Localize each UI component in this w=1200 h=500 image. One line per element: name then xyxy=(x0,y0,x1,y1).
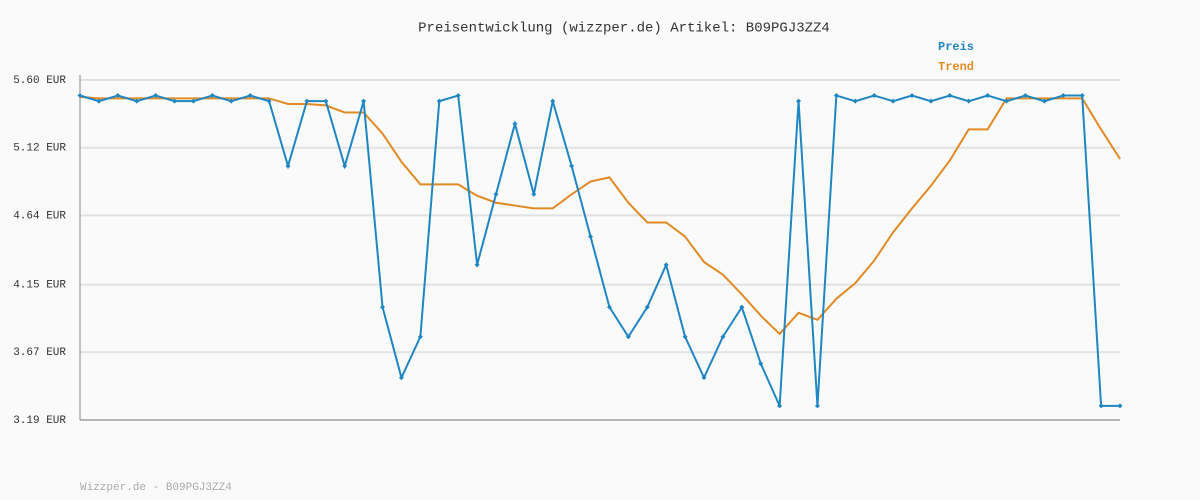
y-tick-label: 4.15 EUR xyxy=(13,279,66,291)
point xyxy=(209,93,215,99)
point xyxy=(909,93,915,99)
point xyxy=(569,163,575,169)
point xyxy=(890,98,896,104)
point xyxy=(588,234,594,240)
point xyxy=(1060,93,1066,99)
point xyxy=(342,163,348,169)
point xyxy=(474,262,480,268)
point xyxy=(871,93,877,99)
point xyxy=(361,98,367,104)
point xyxy=(398,375,404,381)
point xyxy=(1041,98,1047,104)
legend-label: Trend xyxy=(938,60,974,74)
point xyxy=(606,304,612,310)
footer: Wizzper.de - B09PGJ3ZZ4 xyxy=(80,482,232,494)
point xyxy=(1117,403,1123,409)
point xyxy=(1079,93,1085,99)
point xyxy=(134,98,140,104)
chart-title: Preisentwicklung (wizzper.de) Artikel: B… xyxy=(418,21,830,37)
point xyxy=(985,93,991,99)
point xyxy=(417,334,423,340)
point xyxy=(304,98,310,104)
point xyxy=(1098,403,1104,409)
point xyxy=(625,334,631,340)
point xyxy=(758,361,764,367)
point xyxy=(285,163,291,169)
point xyxy=(833,93,839,99)
point xyxy=(928,98,934,104)
point xyxy=(77,93,83,99)
point xyxy=(739,304,745,310)
point xyxy=(436,98,442,104)
y-tick-label: 5.60 EUR xyxy=(13,75,66,87)
y-tick-label: 5.12 EUR xyxy=(13,143,66,155)
point xyxy=(550,98,556,104)
point xyxy=(172,98,178,104)
point xyxy=(777,403,783,409)
point xyxy=(115,93,121,99)
point xyxy=(493,191,499,197)
point xyxy=(228,98,234,104)
series-line xyxy=(79,95,1121,336)
point xyxy=(947,93,953,99)
point xyxy=(814,403,820,409)
point xyxy=(153,93,159,99)
point xyxy=(512,121,518,127)
point xyxy=(380,304,386,310)
point xyxy=(266,98,272,104)
point xyxy=(644,304,650,310)
point xyxy=(96,98,102,104)
point xyxy=(247,93,253,99)
series-line xyxy=(79,94,1120,407)
point xyxy=(852,98,858,104)
point xyxy=(720,334,726,340)
point xyxy=(455,93,461,99)
point xyxy=(796,98,802,104)
point xyxy=(1004,98,1010,104)
point xyxy=(701,375,707,381)
point xyxy=(682,334,688,340)
point xyxy=(1022,93,1028,99)
point xyxy=(966,98,972,104)
point xyxy=(190,98,196,104)
point xyxy=(323,98,329,104)
point xyxy=(663,262,669,268)
point xyxy=(531,191,537,197)
y-tick-label: 3.19 EUR xyxy=(13,415,66,427)
legend-label: Preis xyxy=(938,40,974,54)
y-tick-label: 4.64 EUR xyxy=(13,210,66,222)
y-tick-label: 3.67 EUR xyxy=(13,347,66,359)
